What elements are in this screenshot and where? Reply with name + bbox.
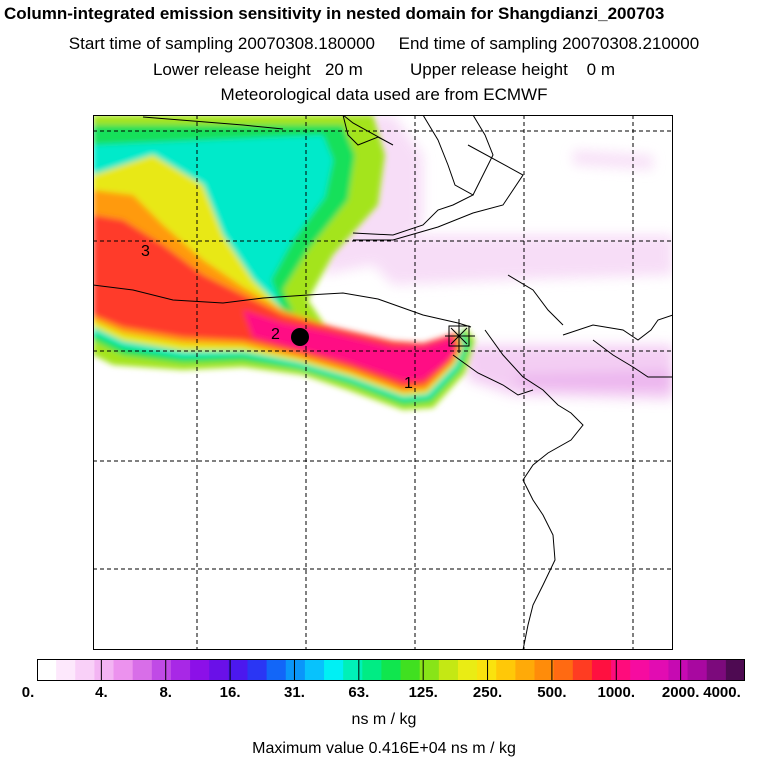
legend-swatch [438,659,459,681]
legend-swatch [362,659,383,681]
emission-sensitivity-map: 1 2 3 [93,115,673,650]
legend-swatch [381,659,402,681]
legend-swatch [228,659,249,681]
legend-swatch [477,659,497,681]
legend-swatch [591,659,612,681]
legend-swatch [285,659,306,681]
legend-swatch [304,659,325,681]
coastlines [93,115,673,650]
legend-swatch [649,659,670,681]
legend-swatch [419,659,440,681]
legend-swatch [496,659,516,681]
legend-tick-label: 31. [284,684,305,701]
legend-tick-label: 0. [21,684,35,701]
legend-swatch [190,659,210,681]
legend-tick-label: 2000. [661,684,700,701]
legend-swatch [324,659,344,681]
legend-swatch [534,659,555,681]
legend-swatch [37,659,57,681]
legend-swatch [515,659,536,681]
legend-tick-label: 125. [408,684,438,701]
legend-tick-label: 4000. [703,684,741,701]
legend-swatch [668,659,689,681]
legend-swatch [266,659,287,681]
legend-swatch [94,659,115,681]
legend-swatch [725,659,745,681]
map-title: Column-integrated emission sensitivity i… [4,4,665,23]
legend-tick-label: 16. [219,684,241,701]
legend-swatch [706,659,727,681]
release-site-marker [445,319,475,353]
legend-swatch [400,659,421,681]
sensitivity-field: 1 2 3 [93,115,673,650]
legend-unit: ns m / kg [351,711,417,728]
legend-swatch [687,659,708,681]
legend-swatch [457,659,478,681]
legend-swatch [611,659,631,681]
maximum-value: Maximum value 0.416E+04 ns m / kg [252,740,516,757]
legend-swatch [630,659,650,681]
legend-tick-label: 63. [348,684,370,701]
legend-tick-label: 500. [537,684,567,701]
legend-tick-label: 8. [159,684,172,701]
legend-swatch [572,659,593,681]
legend-swatch [247,659,268,681]
graticule [93,115,673,650]
label-2: 2 [271,326,280,343]
map-frame [93,115,673,650]
label-3: 3 [141,243,150,260]
legend-swatch [132,659,153,681]
legend-tick-label: 1000. [597,684,636,701]
legend-swatch [553,659,574,681]
legend-swatch [209,659,229,681]
location-dot [291,328,309,346]
label-1: 1 [404,375,413,392]
color-legend [37,659,745,681]
legend-swatch [151,659,172,681]
release-height-line: Lower release height 20 m Upper release … [152,60,616,79]
legend-swatch [170,659,191,681]
legend-swatch [343,659,363,681]
sampling-time-line: Start time of sampling 20070308.180000 E… [68,34,700,53]
legend-swatch [113,659,134,681]
legend-tick-label: 4. [95,684,108,701]
met-data-line: Meteorological data used are from ECMWF [220,85,548,104]
legend-swatch [56,659,76,681]
legend-tick-label: 250. [472,684,503,701]
legend-swatch [75,659,96,681]
